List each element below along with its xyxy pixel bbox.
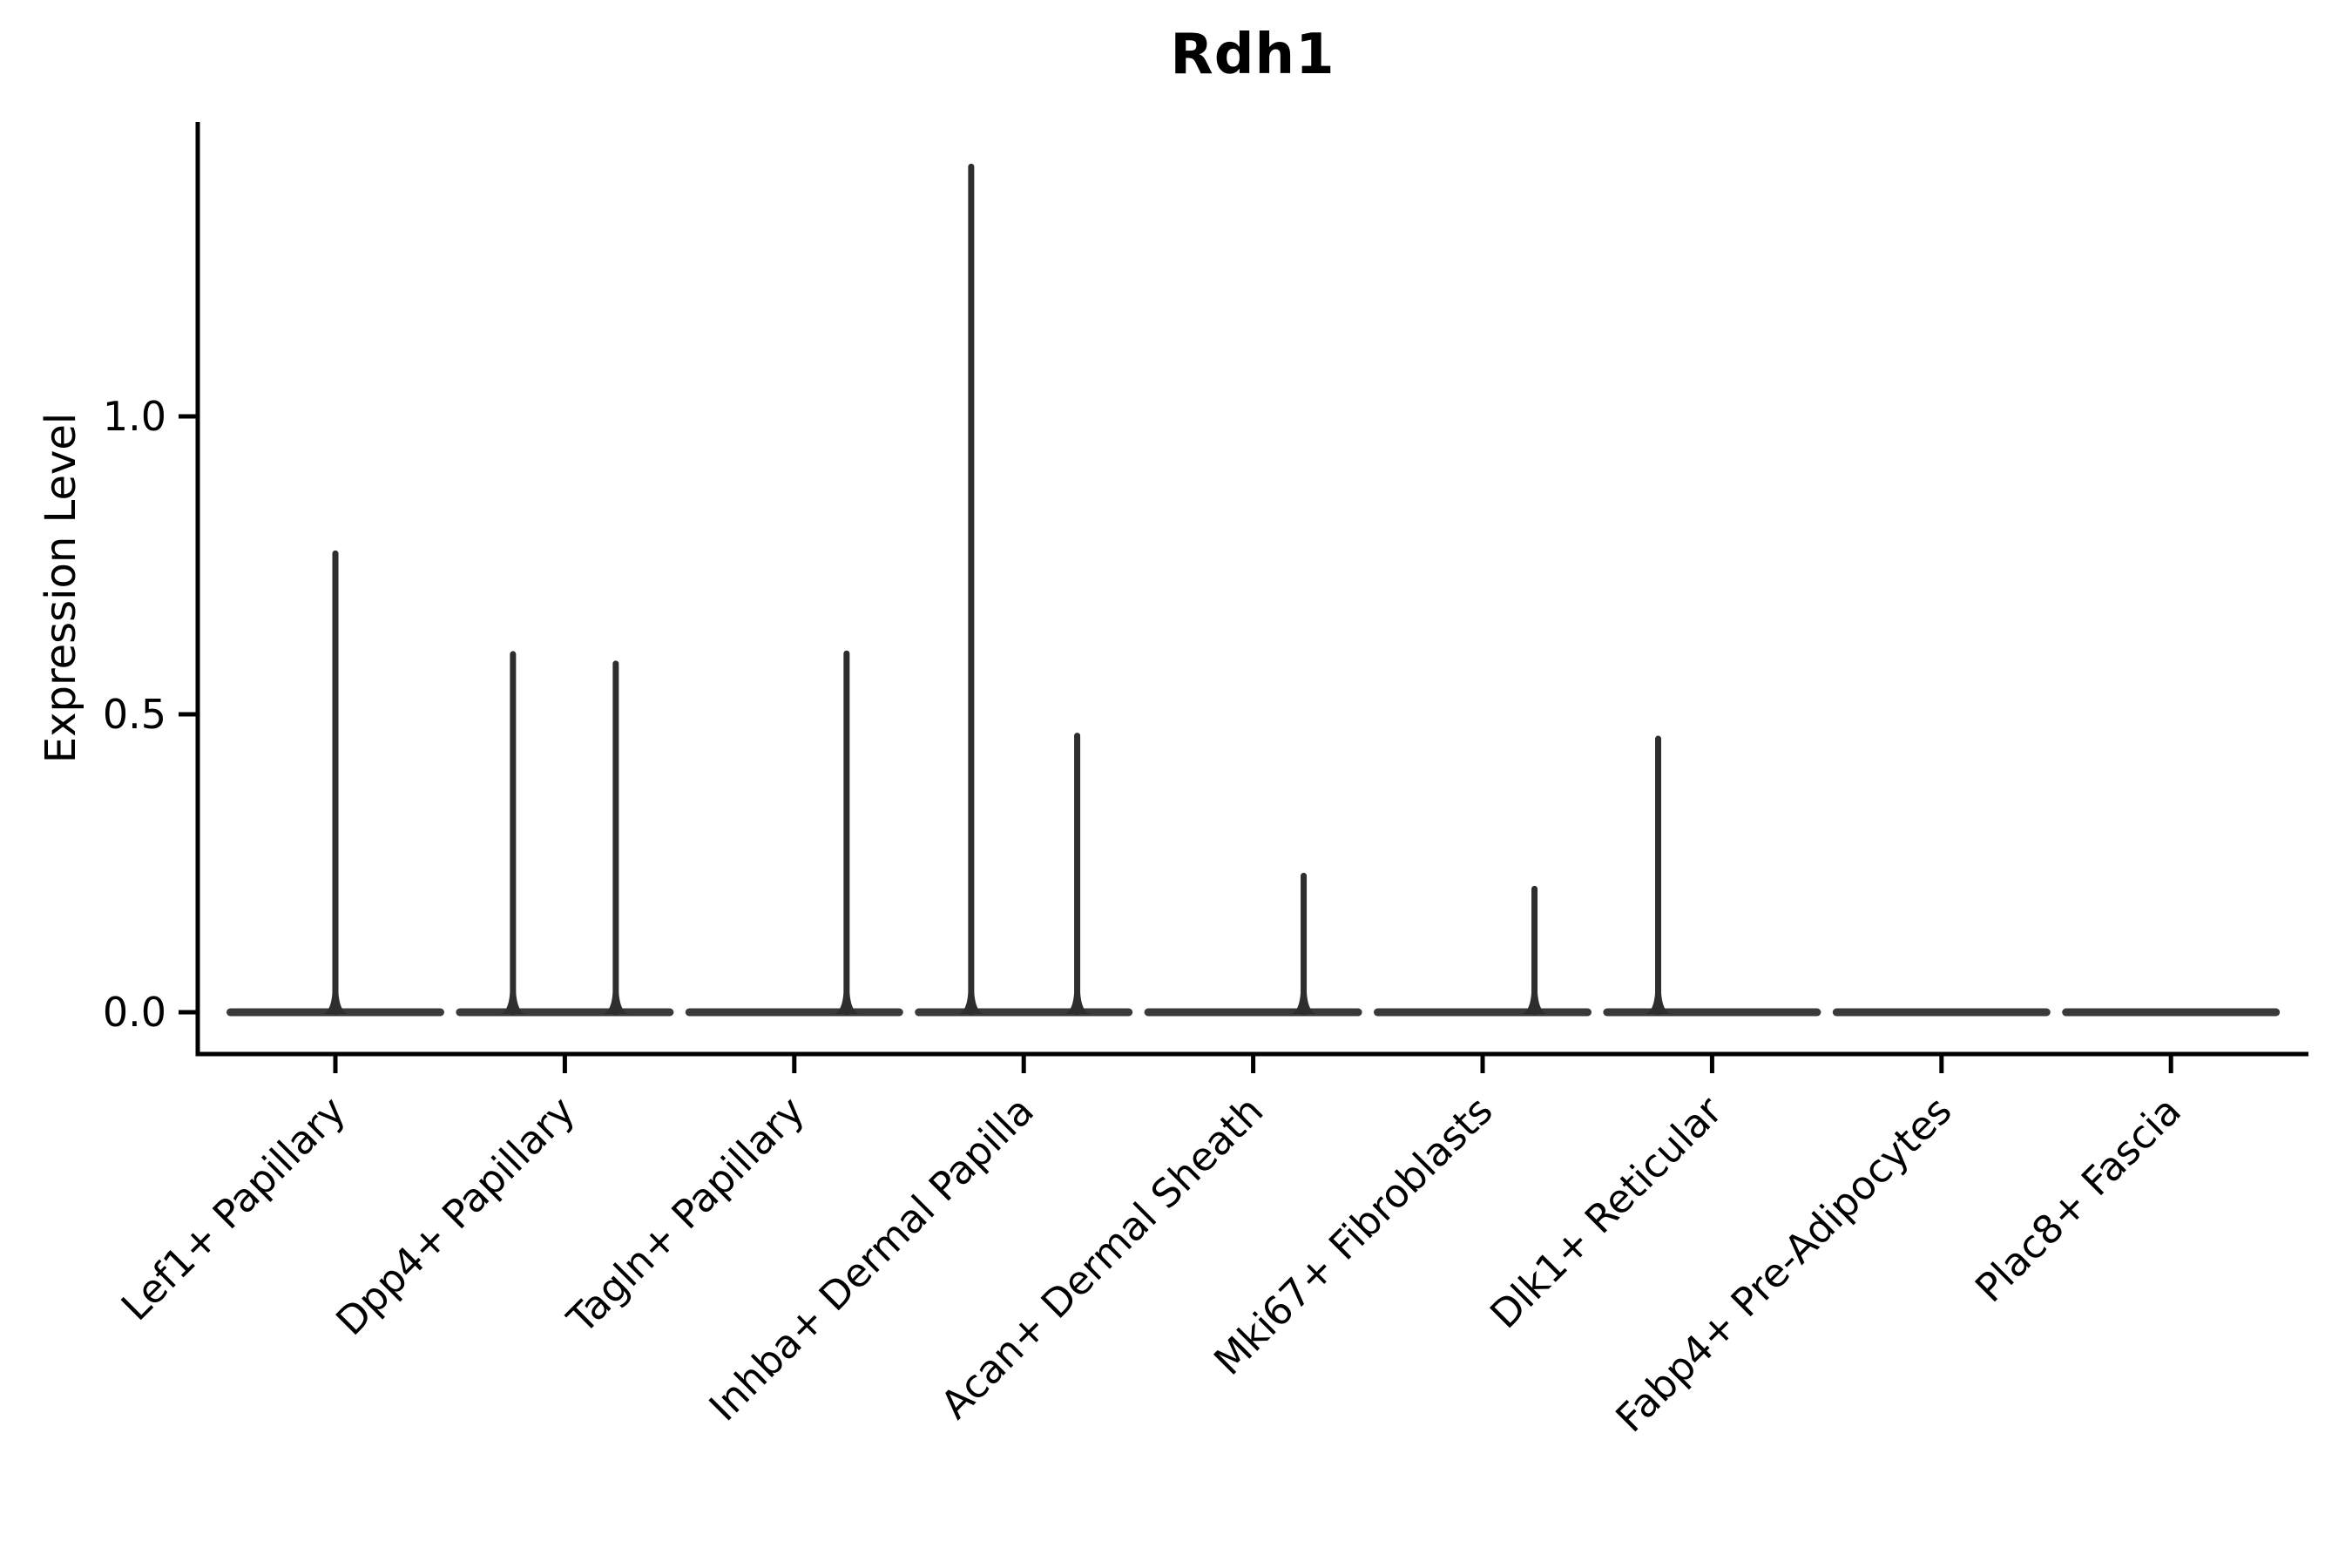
- x-tick-label: Plac8+ Fascia: [1966, 1087, 2190, 1311]
- x-tick-label: Lef1+ Papillary: [112, 1087, 355, 1329]
- y-tick-label: 0.0: [103, 989, 166, 1036]
- x-tick-label: Tagln+ Papillary: [558, 1087, 813, 1342]
- chart-title: Rdh1: [1170, 23, 1335, 87]
- x-tick-label: Dpp4+ Papillary: [327, 1087, 584, 1344]
- y-tick-label: 1.0: [103, 393, 166, 440]
- x-tick-label: Dlk1+ Reticular: [1481, 1087, 1731, 1337]
- y-tick-label: 0.5: [103, 691, 166, 738]
